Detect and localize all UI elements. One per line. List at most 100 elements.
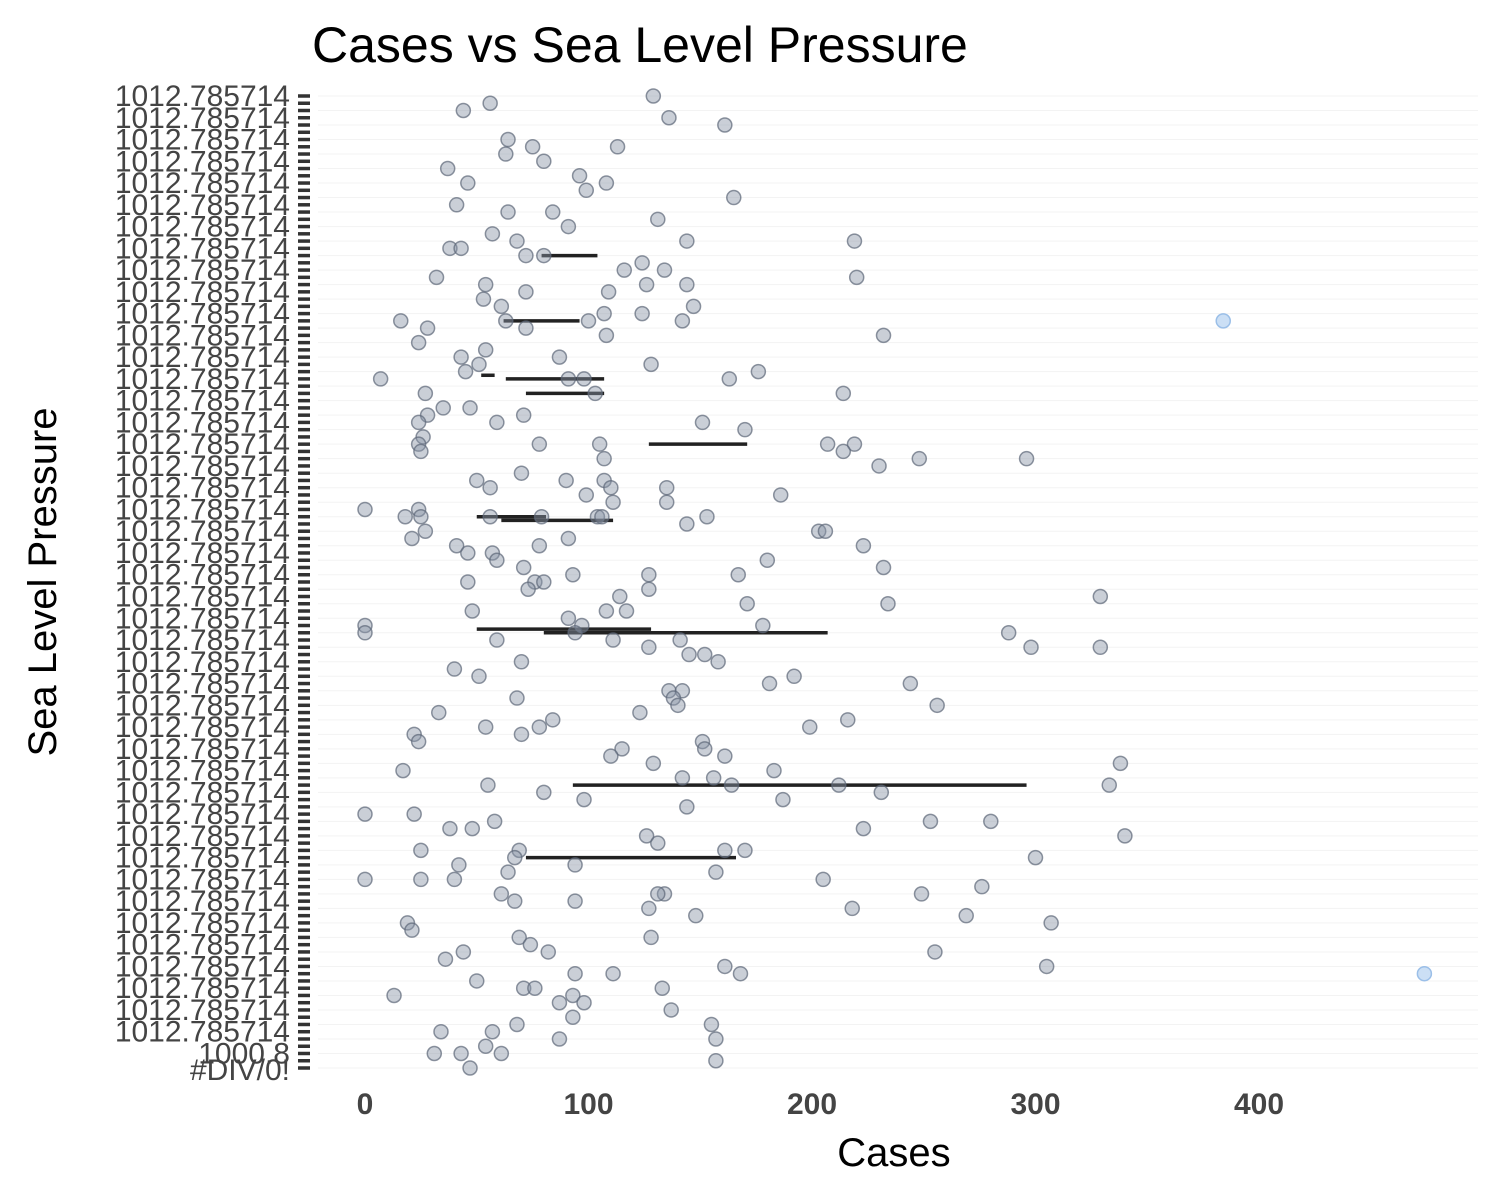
- data-point: [500, 864, 516, 880]
- data-point: [645, 755, 662, 772]
- data-point: [594, 508, 610, 525]
- data-point: [618, 603, 635, 619]
- data-point: [471, 356, 487, 373]
- data-point: [489, 414, 505, 431]
- data-point: [913, 886, 930, 902]
- y-tick-label: 1012.785714: [115, 450, 290, 483]
- data-point: [515, 407, 532, 423]
- y-tick-label: 1012.785714: [115, 341, 290, 374]
- data-point: [493, 298, 510, 315]
- data-point: [721, 371, 738, 387]
- data-point: [460, 574, 476, 590]
- data-point: [475, 291, 492, 307]
- data-point: [500, 204, 516, 220]
- y-tick-label: 1012.785714: [115, 428, 290, 461]
- data-point: [560, 610, 577, 627]
- data-point: [410, 414, 427, 431]
- y-tick-label: 1012.785714: [115, 102, 290, 135]
- y-tick-label: 1012.785714: [115, 820, 290, 853]
- data-point: [598, 175, 615, 191]
- data-point: [737, 421, 753, 438]
- data-point: [717, 842, 733, 859]
- data-point: [710, 654, 726, 670]
- data-point: [656, 262, 673, 278]
- data-point: [603, 479, 619, 496]
- data-point: [616, 262, 633, 278]
- data-point: [578, 487, 595, 503]
- x-tick-label: 100: [563, 1088, 613, 1121]
- data-point: [679, 516, 695, 532]
- data-point: [875, 559, 892, 576]
- data-point: [929, 697, 945, 714]
- data-point: [643, 356, 659, 373]
- data-point: [558, 472, 574, 489]
- data-point: [515, 559, 532, 576]
- highlight-point: [1416, 965, 1433, 982]
- y-tick-label: 1012.785714: [115, 124, 290, 157]
- y-tick-label: 1012.785714: [115, 298, 290, 331]
- data-point: [357, 871, 373, 888]
- y-tick-marks: [298, 94, 1478, 1070]
- data-point: [413, 443, 429, 460]
- data-point: [551, 349, 568, 365]
- data-point: [560, 371, 577, 387]
- data-point: [672, 632, 688, 648]
- data-point: [911, 450, 928, 467]
- data-point: [576, 371, 592, 387]
- data-point: [766, 762, 782, 779]
- data-point: [726, 189, 742, 206]
- data-point: [755, 617, 771, 634]
- data-point: [413, 842, 429, 859]
- x-axis-label: Cases: [837, 1131, 950, 1175]
- y-tick-label: 1012.785714: [115, 885, 290, 918]
- y-tick-label: 1012.785714: [115, 211, 290, 244]
- data-point: [974, 878, 990, 895]
- data-point: [638, 276, 655, 293]
- y-tick-label: 1012.785714: [115, 689, 290, 722]
- data-point: [819, 436, 836, 452]
- data-point: [413, 508, 429, 525]
- data-point: [1092, 639, 1109, 656]
- data-point: [1000, 625, 1017, 641]
- data-point: [1092, 588, 1109, 605]
- data-point: [591, 436, 608, 452]
- data-point: [482, 95, 498, 112]
- data-point: [645, 88, 662, 104]
- data-point: [694, 414, 711, 431]
- data-point: [531, 436, 548, 452]
- data-point: [567, 857, 583, 873]
- y-tick-label: 1012.785714: [115, 907, 290, 940]
- data-point: [567, 965, 583, 982]
- data-point: [641, 639, 657, 656]
- data-point: [654, 980, 671, 996]
- data-point: [453, 349, 469, 365]
- data-point: [739, 596, 755, 612]
- data-point: [848, 269, 865, 286]
- data-point: [902, 675, 919, 692]
- data-point: [641, 581, 657, 598]
- data-point: [632, 704, 648, 721]
- data-point: [536, 247, 552, 264]
- data-point: [605, 632, 621, 648]
- data-point: [578, 182, 595, 199]
- data-point: [480, 777, 496, 793]
- data-point: [875, 327, 892, 344]
- data-point: [489, 552, 505, 568]
- data-point: [605, 965, 621, 982]
- data-point: [506, 893, 523, 909]
- data-point: [433, 1023, 449, 1040]
- data-point: [565, 987, 581, 1004]
- data-point: [641, 900, 657, 917]
- data-point: [410, 334, 427, 351]
- data-point: [518, 320, 534, 336]
- data-point: [536, 574, 552, 590]
- data-point: [500, 131, 516, 148]
- data-point: [442, 820, 458, 837]
- y-tick-label: 1012.785714: [115, 711, 290, 744]
- data-point: [732, 965, 749, 982]
- data-point: [565, 1009, 581, 1025]
- data-point: [524, 139, 541, 155]
- data-point: [650, 886, 666, 902]
- y-tick-label: 1012.785714: [115, 167, 290, 200]
- data-point: [658, 494, 675, 510]
